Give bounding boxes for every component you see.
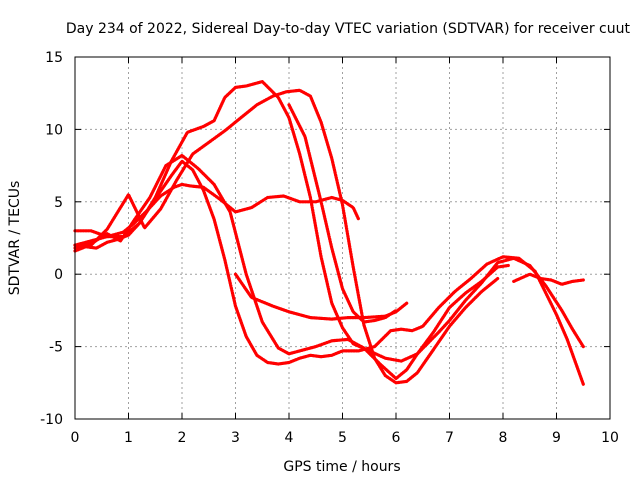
y-tick-label: 10 bbox=[45, 122, 63, 138]
y-tick-label: -5 bbox=[49, 340, 63, 356]
x-tick-label: 6 bbox=[392, 430, 401, 446]
x-tick-label: 4 bbox=[285, 430, 294, 446]
y-tick-label: 15 bbox=[45, 50, 63, 66]
ticks: 0 1 2 3 4 5 6 7 8 9 10 -10 -5 0 5 10 15 bbox=[40, 50, 619, 446]
x-tick-label: 3 bbox=[231, 430, 240, 446]
x-tick-label: 7 bbox=[445, 430, 454, 446]
series-trace-4 bbox=[73, 153, 510, 381]
x-tick-label: 8 bbox=[499, 430, 508, 446]
series-trace-7 bbox=[287, 103, 398, 324]
y-tick-label: 0 bbox=[54, 267, 63, 283]
x-tick-label: 2 bbox=[178, 430, 187, 446]
x-tick-label: 0 bbox=[71, 430, 80, 446]
chart-title: Day 234 of 2022, Sidereal Day-to-day VTE… bbox=[66, 21, 631, 37]
series-markers bbox=[73, 88, 500, 385]
series-markers bbox=[73, 159, 585, 386]
x-tick-label: 1 bbox=[124, 430, 133, 446]
series-markers bbox=[73, 153, 510, 381]
series-trace-5 bbox=[73, 88, 500, 385]
y-axis-label: SDTVAR / TECUs bbox=[7, 181, 23, 296]
x-tick-label: 9 bbox=[552, 430, 561, 446]
y-tick-label: -10 bbox=[40, 412, 63, 428]
series-trace-8 bbox=[512, 272, 585, 286]
series-markers bbox=[512, 272, 585, 286]
series-markers bbox=[287, 103, 398, 324]
x-axis-label: GPS time / hours bbox=[283, 459, 400, 475]
x-tick-label: 5 bbox=[338, 430, 347, 446]
x-tick-label: 10 bbox=[601, 430, 619, 446]
series-trace-3 bbox=[73, 159, 585, 386]
series-layer bbox=[73, 79, 585, 386]
y-tick-label: 5 bbox=[54, 195, 63, 211]
